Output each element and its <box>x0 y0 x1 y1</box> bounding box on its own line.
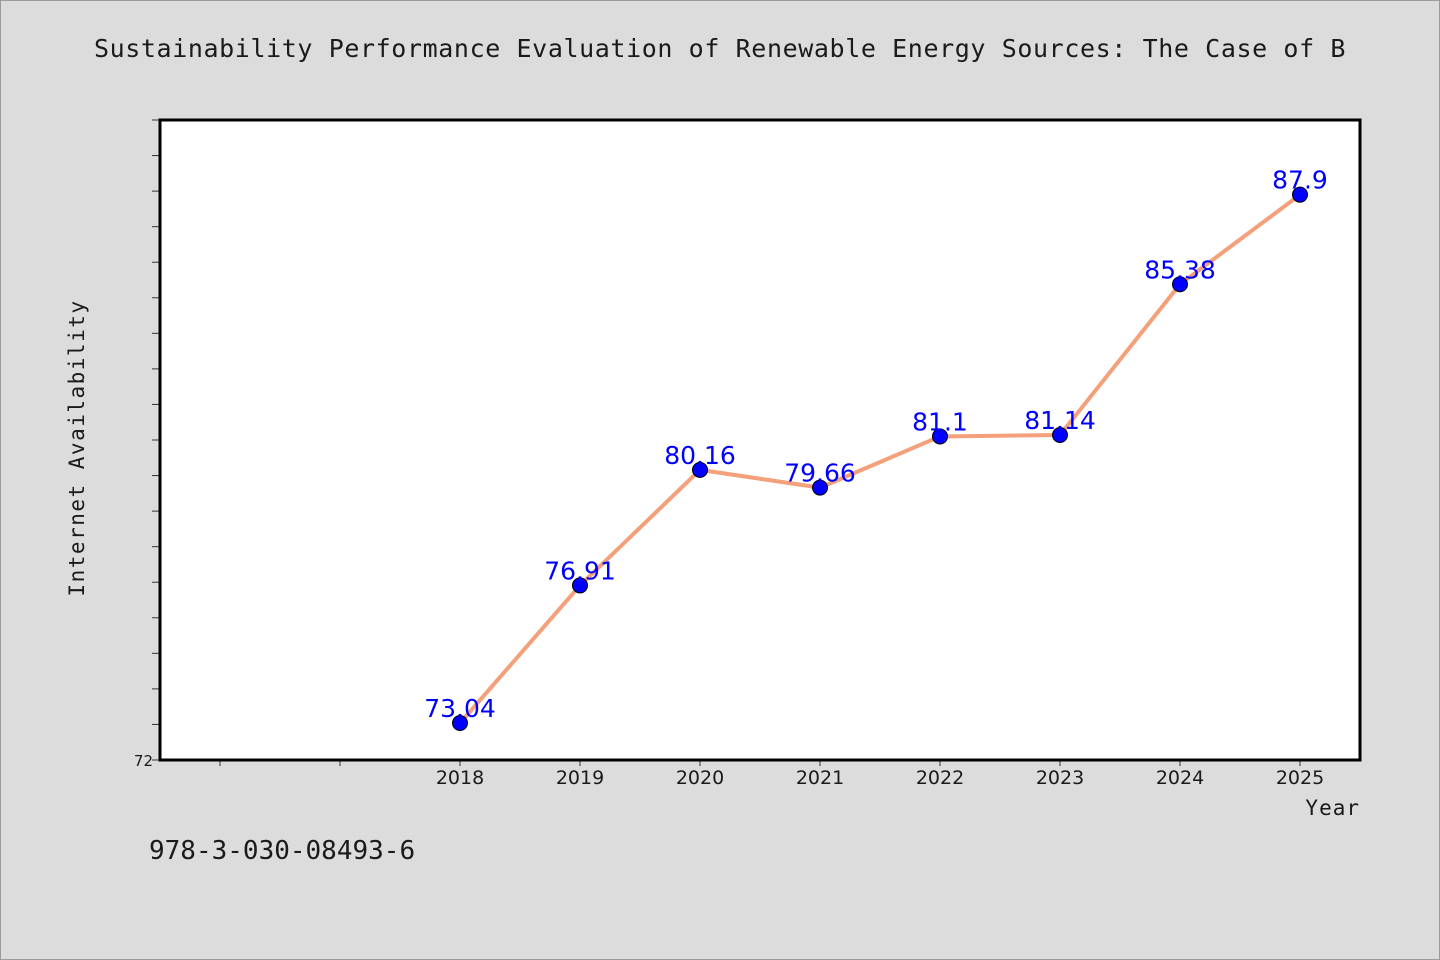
x-axis-label: Year <box>1305 796 1360 820</box>
series-line <box>458 192 1302 726</box>
x-tick-label: 2021 <box>796 767 844 789</box>
data-point <box>1172 276 1188 293</box>
data-point <box>1292 186 1308 203</box>
data-point <box>692 461 708 478</box>
x-tick-label: 2020 <box>676 767 724 789</box>
data-label: 73.04 <box>424 694 496 723</box>
x-tick-label: 2025 <box>1276 767 1324 789</box>
data-label: 76.91 <box>544 556 616 585</box>
data-point <box>452 715 468 732</box>
data-label: 85.38 <box>1144 255 1216 284</box>
chart-title: Sustainability Performance Evaluation of… <box>93 34 1347 63</box>
x-tick-label: 2023 <box>1036 767 1084 789</box>
data-point <box>812 479 828 496</box>
x-tick-label: 2018 <box>436 767 484 789</box>
data-point <box>572 577 588 594</box>
data-label: 87.9 <box>1272 166 1328 195</box>
y-tick-label: 72 <box>134 752 153 770</box>
plot-border <box>158 118 1362 762</box>
plot-area <box>160 120 1360 760</box>
x-tick-label: 2019 <box>556 767 604 789</box>
data-point <box>1052 427 1068 444</box>
data-label: 81.14 <box>1024 406 1096 435</box>
x-tick-label: 2022 <box>916 767 964 789</box>
data-point <box>932 428 948 445</box>
data-label: 79.66 <box>784 459 856 488</box>
isbn-footnote: 978-3-030-08493-6 <box>149 836 416 866</box>
x-tick-label: 2024 <box>1156 767 1204 789</box>
data-label: 80.16 <box>664 441 736 470</box>
data-label: 81.1 <box>912 407 968 436</box>
